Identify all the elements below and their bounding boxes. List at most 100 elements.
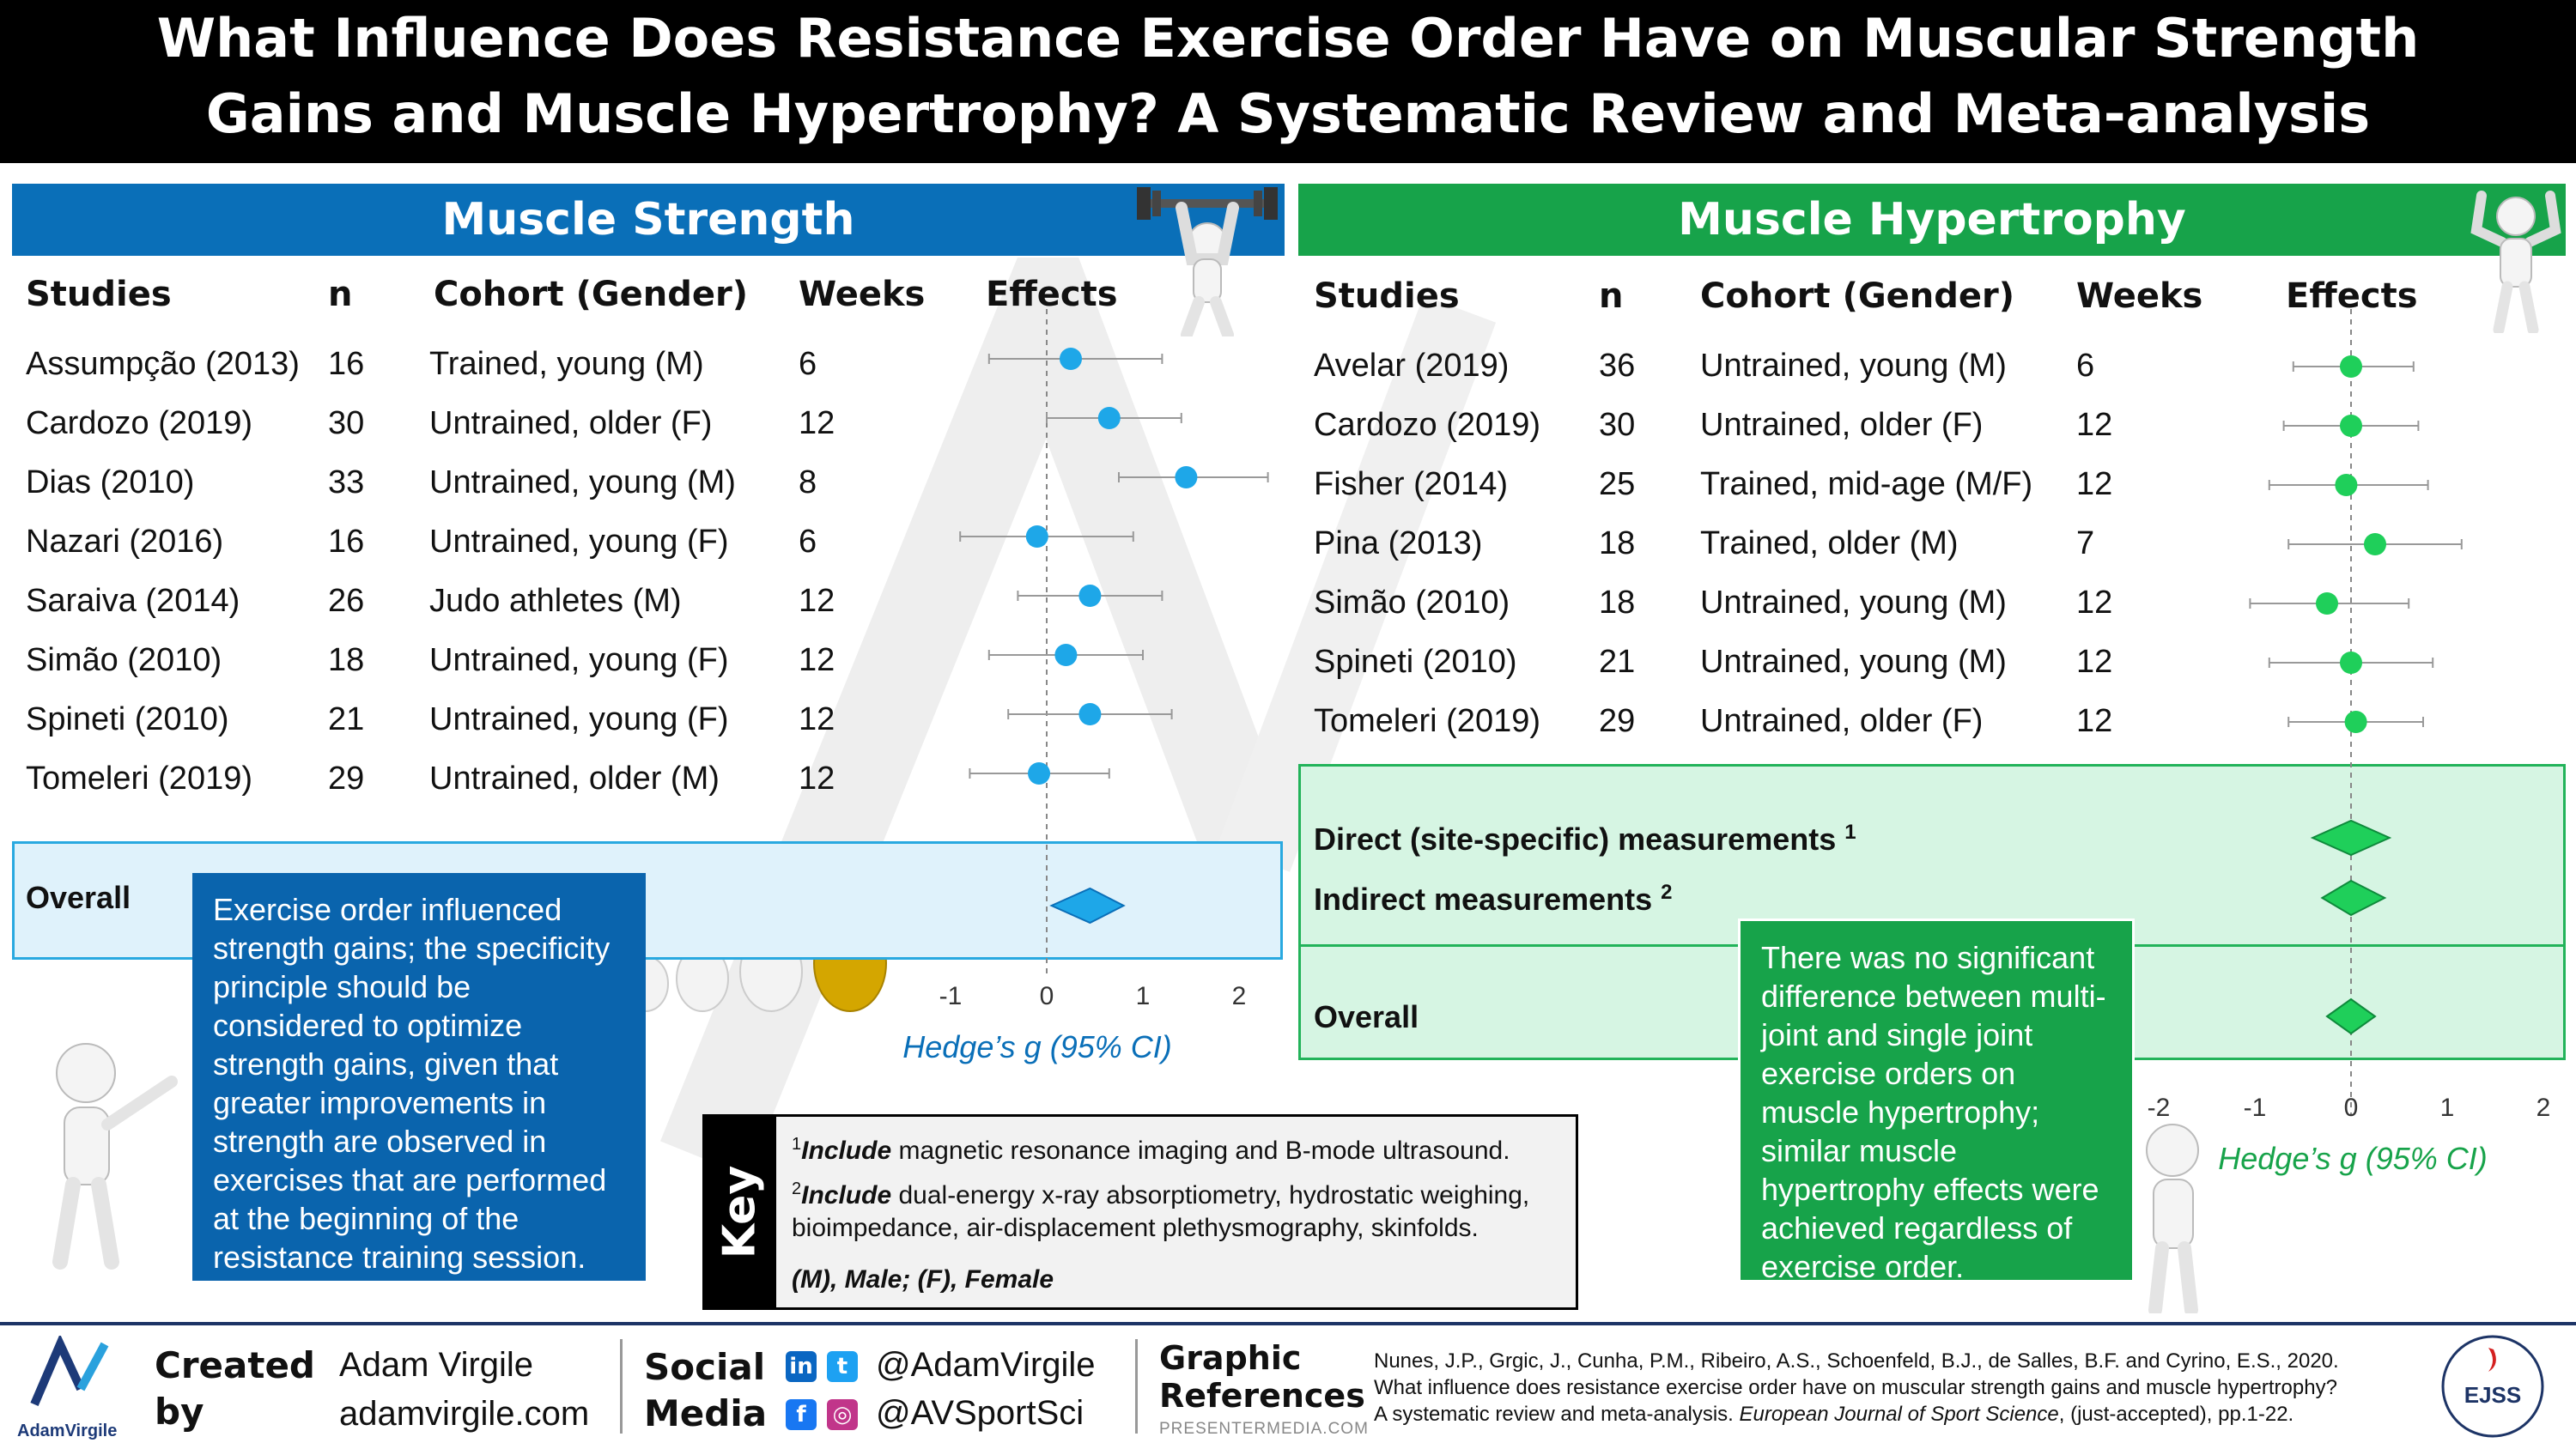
strength-row-4-study: Nazari (2016) [26, 524, 224, 560]
hypertrophy-row-5-study: Simão (2010) [1314, 585, 1510, 621]
hypertrophy-point-1 [2340, 355, 2362, 378]
hypertrophy-row-1-cohort: Untrained, young (M) [1700, 348, 2007, 384]
footer-created: Created [155, 1344, 315, 1386]
key-note-2b: bioimpedance, air-displacement plethysmo… [792, 1214, 1479, 1242]
strength-summary-diamond-1 [1049, 887, 1126, 925]
hypertrophy-point-6 [2340, 652, 2362, 674]
hypertrophy-tick--1: -1 [2244, 1094, 2267, 1122]
strength-row-1-weeks: 6 [799, 346, 817, 382]
hypertrophy-row-7-study: Tomeleri (2019) [1314, 703, 1540, 739]
hypertrophy-col-n: n [1599, 276, 1624, 316]
hypertrophy-tick-0: 0 [2344, 1094, 2359, 1122]
footer-handle-2[interactable]: @AVSportSci [876, 1394, 1084, 1432]
hypertrophy-conclusion-callout: There was no significant difference betw… [1738, 919, 2135, 1284]
strength-col-cohort: Cohort (Gender) [434, 275, 749, 314]
hypertrophy-row-6-study: Spineti (2010) [1314, 644, 1517, 680]
hypertrophy-point-3 [2335, 474, 2358, 496]
strength-point-4 [1025, 525, 1048, 548]
ejss-logo-icon: EJSS [2441, 1335, 2544, 1438]
strength-row-1-n: 16 [328, 346, 365, 382]
weightlifter-figure-icon [1137, 187, 1278, 336]
strength-row-7-n: 21 [328, 701, 365, 737]
footer-author: Adam Virgile [339, 1346, 534, 1384]
indirect-measurements-label: Indirect measurements 2 [1314, 881, 1673, 917]
strength-row-3-weeks: 8 [799, 464, 817, 500]
hypertrophy-row-4-n: 18 [1599, 525, 1636, 561]
hypertrophy-tick-2: 2 [2537, 1094, 2551, 1122]
direct-measurements-label: Direct (site-specific) measurements 1 [1314, 821, 1856, 857]
strength-conclusion-callout: Exercise order influenced strength gains… [192, 873, 646, 1281]
strength-row-4-cohort: Untrained, young (F) [429, 524, 729, 560]
hypertrophy-row-1-n: 36 [1599, 348, 1636, 384]
strength-overall-label: Overall [26, 880, 131, 915]
strength-row-5-weeks: 12 [799, 583, 835, 619]
strength-point-7 [1078, 703, 1102, 725]
strength-row-2-weeks: 12 [799, 405, 835, 441]
hypertrophy-row-4-study: Pina (2013) [1314, 525, 1483, 561]
strength-point-1 [1060, 348, 1082, 370]
hypertrophy-col-weeks: Weeks [2076, 276, 2203, 316]
strength-panel-header: Muscle Strength [12, 184, 1285, 256]
footer-references: References [1159, 1377, 1365, 1415]
twitter-icon[interactable]: t [827, 1351, 858, 1382]
strength-row-4-weeks: 6 [799, 524, 817, 560]
footer-handle-1[interactable]: @AdamVirgile [876, 1346, 1096, 1384]
hypertrophy-row-1-weeks: 6 [2076, 348, 2095, 384]
strength-tick-1: 1 [1136, 982, 1151, 1010]
strength-col-effects: Effects [986, 275, 1118, 314]
strength-axis-label: Hedge’s g (95% CI) [902, 1029, 1172, 1064]
footer-by: by [155, 1391, 204, 1433]
strength-row-7-study: Spineti (2010) [26, 701, 229, 737]
footer-separator-2 [1135, 1339, 1138, 1434]
hypertrophy-panel-header: Muscle Hypertrophy [1298, 184, 2566, 256]
footer-graphic: Graphic [1159, 1339, 1302, 1377]
flexing-figure-icon [2470, 191, 2561, 333]
strength-row-3-n: 33 [328, 464, 365, 500]
strength-row-4-n: 16 [328, 524, 365, 560]
strength-row-5-study: Saraiva (2014) [26, 583, 240, 619]
strength-col-weeks: Weeks [799, 275, 926, 314]
presenting-figure-icon [52, 1043, 178, 1270]
strength-row-3-study: Dias (2010) [26, 464, 195, 500]
av-logo-text: AdamVirgile [17, 1422, 118, 1440]
facebook-icon[interactable]: f [786, 1399, 817, 1430]
hypertrophy-row-6-weeks: 12 [2076, 644, 2113, 680]
strength-row-7-weeks: 12 [799, 701, 835, 737]
strength-point-5 [1078, 585, 1102, 607]
hypertrophy-row-2-weeks: 12 [2076, 407, 2113, 443]
hypertrophy-tick--2: -2 [2148, 1094, 2171, 1122]
strength-row-1-cohort: Trained, young (M) [429, 346, 704, 382]
footer-website-link[interactable]: adamvirgile.com [339, 1395, 590, 1433]
thumbs-figure-icon [2146, 1124, 2199, 1313]
hypertrophy-row-4-cohort: Trained, older (M) [1700, 525, 1959, 561]
hypertrophy-tick-1: 1 [2440, 1094, 2455, 1122]
hypertrophy-summary-diamond-1 [2310, 819, 2392, 857]
linkedin-icon[interactable]: in [786, 1351, 817, 1382]
strength-row-2-cohort: Untrained, older (F) [429, 405, 713, 441]
strength-tick--1: -1 [939, 982, 963, 1010]
strength-row-3-cohort: Untrained, young (M) [429, 464, 736, 500]
hypertrophy-col-studies: Studies [1314, 276, 1460, 316]
hypertrophy-col-cohort: Cohort (Gender) [1700, 276, 2015, 316]
strength-row-6-study: Simão (2010) [26, 642, 222, 678]
footer-presentermedia: PRESENTERMEDIA.COM [1159, 1420, 1369, 1438]
title-line-1: What Influence Does Resistance Exercise … [156, 7, 2420, 70]
hypertrophy-row-6-cohort: Untrained, young (M) [1700, 644, 2007, 680]
key-note-1: 1Include magnetic resonance imaging and … [792, 1135, 1510, 1165]
hypertrophy-point-5 [2316, 592, 2338, 615]
footer-social: Social [644, 1346, 766, 1388]
footer-separator-1 [620, 1339, 623, 1434]
hypertrophy-summary-diamond-3 [2325, 997, 2377, 1035]
hypertrophy-row-3-cohort: Trained, mid-age (M/F) [1700, 466, 2033, 502]
strength-col-studies: Studies [26, 275, 172, 314]
indirect-measurements-sup: 2 [1661, 881, 1673, 904]
key-title: Key [714, 1165, 766, 1259]
direct-measurements-sup: 1 [1844, 821, 1856, 844]
ejss-logo-text: EJSS [2464, 1382, 2522, 1408]
key-note-3: (M), Male; (F), Female [792, 1265, 1054, 1294]
instagram-icon[interactable]: ◎ [827, 1399, 858, 1430]
hypertrophy-row-7-cohort: Untrained, older (F) [1700, 703, 1984, 739]
hypertrophy-row-5-weeks: 12 [2076, 585, 2113, 621]
strength-row-8-weeks: 12 [799, 761, 835, 797]
